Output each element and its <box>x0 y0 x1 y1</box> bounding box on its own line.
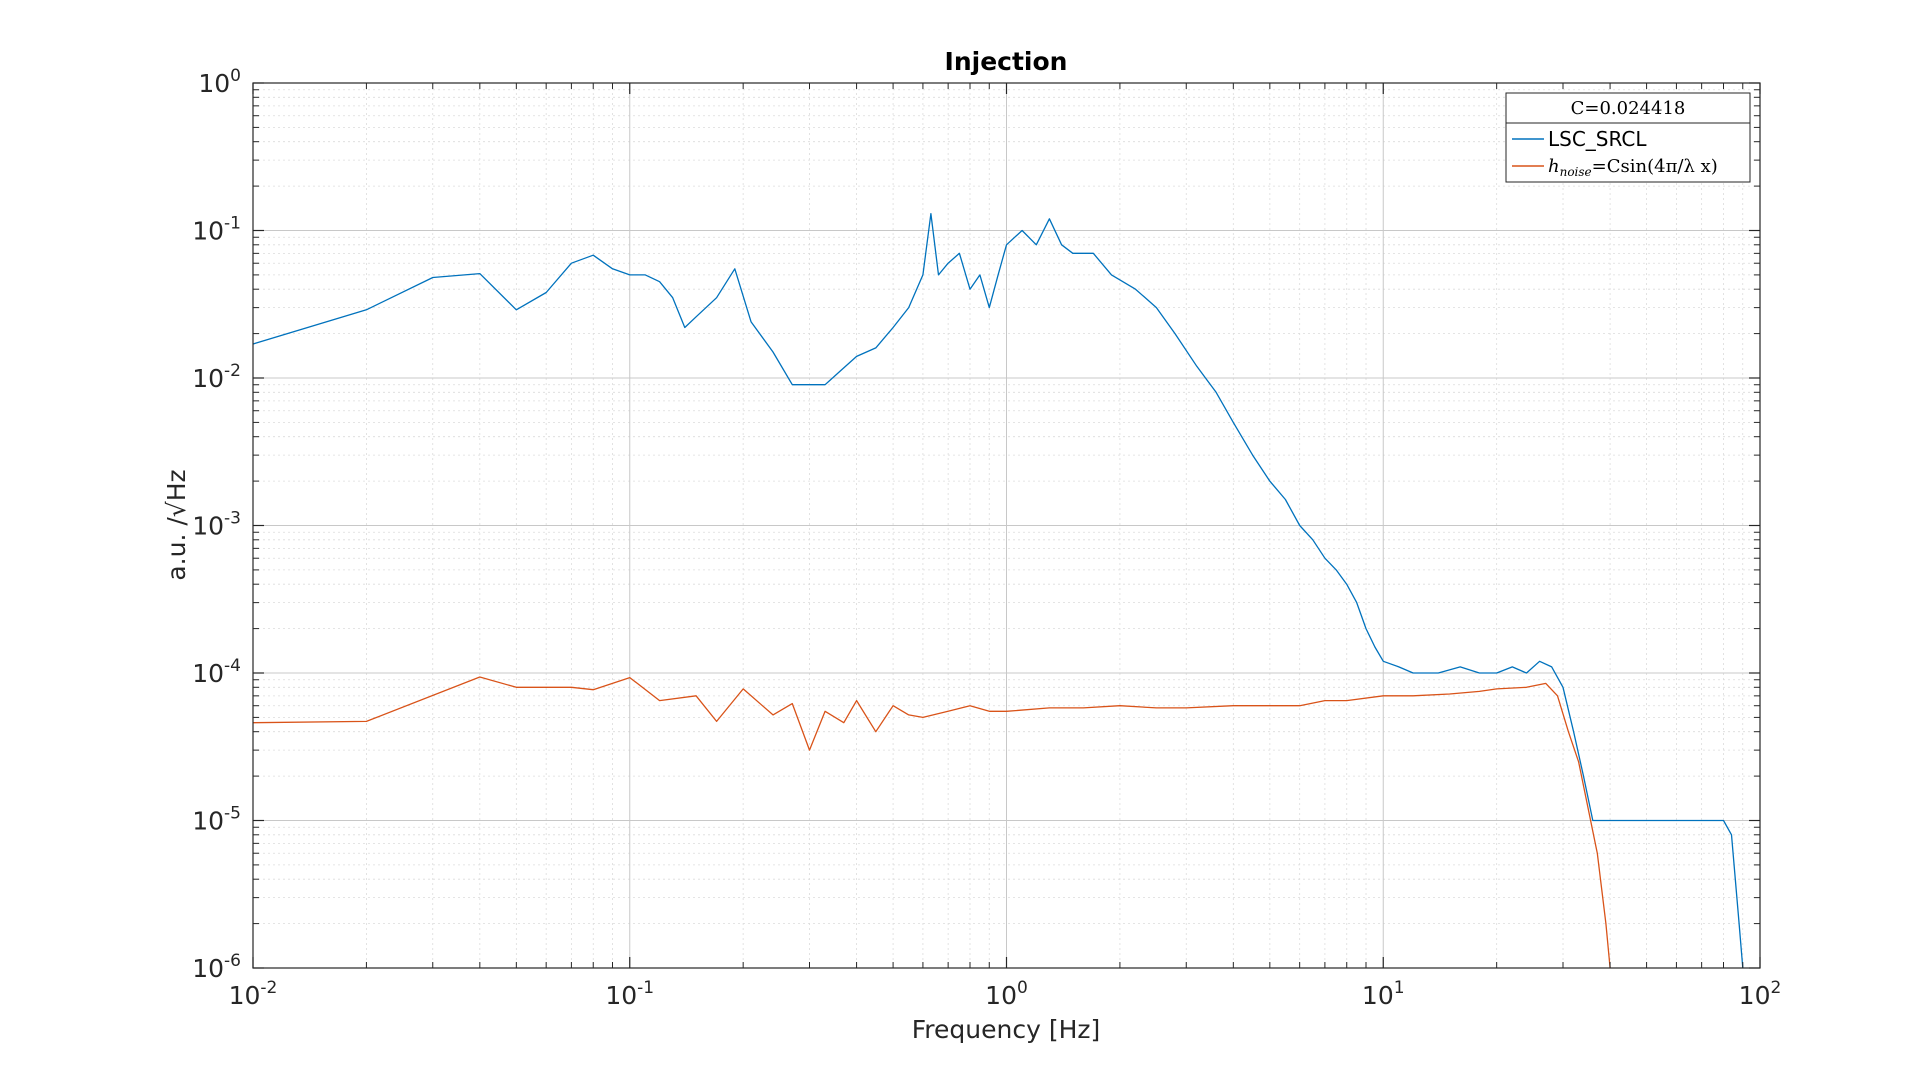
legend-title-box <box>1505 92 1751 124</box>
y-tick-label: 10-3 <box>192 509 241 541</box>
chart-title: Injection <box>945 47 1068 76</box>
legend-box <box>1505 122 1751 183</box>
x-tick-label: 100 <box>985 978 1028 1010</box>
series-layer <box>252 213 1744 969</box>
y-tick-label: 10-1 <box>192 214 241 246</box>
legend-title: C=0.024418 <box>1571 98 1686 119</box>
y-axis-label: a.u. /√Hz <box>162 469 191 580</box>
y-tick-label: 100 <box>198 66 241 98</box>
grid-minor <box>253 83 1760 968</box>
x-axis-label: Frequency [Hz] <box>912 1015 1101 1044</box>
legend-label-h-noise: hnoise=Csin(4π/λ x) <box>1548 156 1718 179</box>
legend-h: h <box>1548 156 1560 177</box>
legend-h-sub: noise <box>1560 165 1592 179</box>
x-tick-label: 10-1 <box>605 978 654 1010</box>
x-tick-label: 102 <box>1739 978 1782 1010</box>
y-tick-label: 10-5 <box>192 804 241 836</box>
legend-label-lsc-srcl: LSC_SRCL <box>1548 127 1647 151</box>
series-line-1 <box>252 676 1611 969</box>
ticks-layer <box>252 82 1761 969</box>
x-tick-label: 10-2 <box>229 978 278 1010</box>
x-tick-label: 101 <box>1362 978 1405 1010</box>
legend: C=0.024418 LSC_SRCL hnoise=Csin(4π/λ x) <box>1505 92 1751 183</box>
x-tick-labels: 10-2 10-1 100 101 102 <box>229 978 1782 1010</box>
legend-h-rest: =Csin(4π/λ x) <box>1592 156 1718 177</box>
y-tick-label: 10-4 <box>192 656 241 688</box>
series-line-0 <box>252 213 1744 969</box>
y-tick-label: 10-6 <box>192 951 241 983</box>
y-tick-label: 10-2 <box>192 361 241 393</box>
y-tick-labels: 100 10-1 10-2 10-3 10-4 10-5 10-6 <box>192 66 241 983</box>
